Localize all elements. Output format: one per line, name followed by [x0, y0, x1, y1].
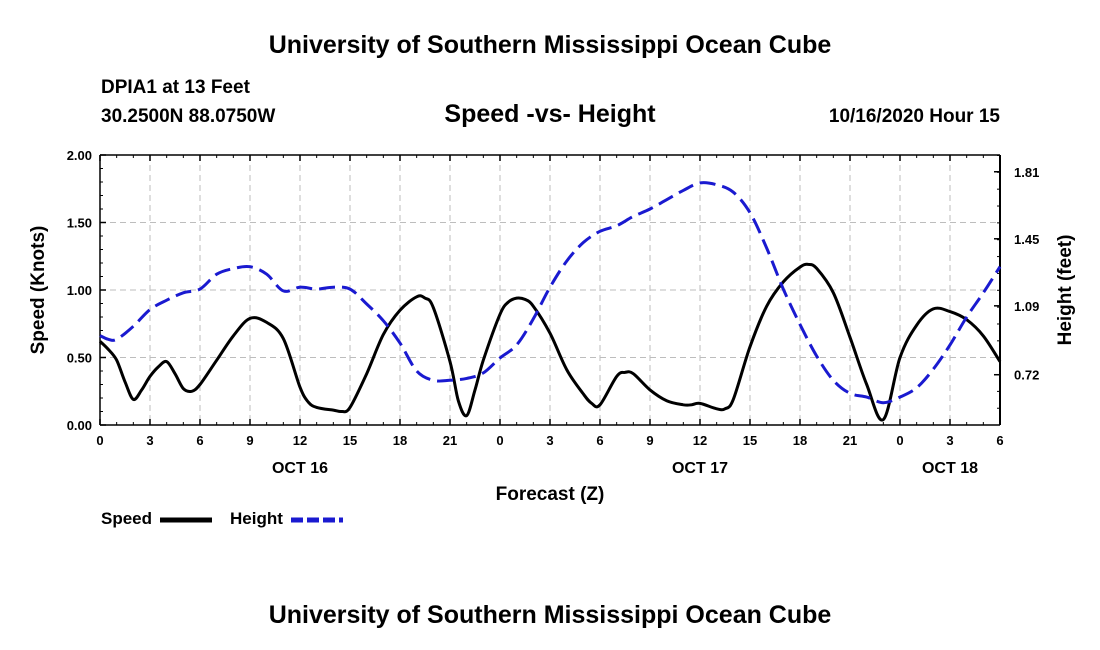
date-label: OCT 16: [272, 460, 328, 477]
x-tick-label: 0: [496, 433, 503, 448]
page-bottom-title: University of Southern Mississippi Ocean…: [268, 601, 832, 629]
x-tick-label: 3: [546, 433, 553, 448]
chart-ticks: 0 3 6 9 12 15 18 21 0 3 6 9 12 15 18 21 0 3 6 OCT 16 OCT 17 O…: [67, 148, 1040, 477]
x-tick-label: 9: [246, 433, 253, 448]
y-tick-label: 1.00: [67, 283, 92, 298]
chart-grid: [100, 155, 1000, 425]
y-tick-label: 1.50: [67, 216, 92, 231]
x-tick-label: 3: [146, 433, 153, 448]
y-tick-label: 0.00: [67, 418, 92, 433]
chart-series: [98, 181, 1002, 422]
x-tick-label: 21: [443, 433, 457, 448]
x-tick-label: 15: [743, 433, 757, 448]
y2-tick-label: 0.72: [1014, 368, 1039, 383]
date-label: OCT 17: [672, 460, 728, 477]
x-tick-label: 0: [96, 433, 103, 448]
station-coordinates: 30.2500N 88.0750W: [101, 106, 276, 127]
page-top-title: University of Southern Mississippi Ocean…: [268, 31, 832, 59]
x-tick-label: 18: [393, 433, 407, 448]
x-tick-label: 12: [293, 433, 307, 448]
y2-tick-label: 1.81: [1014, 165, 1039, 180]
speed-series-line: [98, 262, 1002, 422]
legend-height-label: Height: [230, 509, 283, 528]
y2-tick-label: 1.09: [1014, 299, 1039, 314]
x-tick-label: 9: [646, 433, 653, 448]
station-label: DPIA1 at 13 Feet: [101, 77, 250, 98]
x-tick-label: 18: [793, 433, 807, 448]
y-axis-label: Speed (Knots): [28, 226, 49, 355]
x-tick-label: 6: [196, 433, 203, 448]
legend-speed-label: Speed: [101, 509, 153, 528]
x-tick-label: 6: [996, 433, 1003, 448]
x-tick-label: 6: [596, 433, 603, 448]
chart-title: Speed -vs- Height: [444, 100, 656, 128]
y2-tick-label: 1.45: [1014, 232, 1039, 247]
x-tick-label: 12: [693, 433, 707, 448]
y-tick-label: 0.50: [67, 351, 92, 366]
date-label: OCT 18: [922, 460, 978, 477]
y2-axis-label: Height (feet): [1055, 235, 1076, 346]
x-tick-label: 15: [343, 433, 357, 448]
x-tick-label: 0: [896, 433, 903, 448]
forecast-datetime: 10/16/2020 Hour 15: [828, 106, 1000, 127]
x-axis-label: Forecast (Z): [496, 484, 605, 505]
x-tick-label: 21: [843, 433, 857, 448]
x-tick-label: 3: [946, 433, 953, 448]
height-series-line: [99, 181, 1002, 405]
y-tick-label: 2.00: [67, 148, 92, 163]
